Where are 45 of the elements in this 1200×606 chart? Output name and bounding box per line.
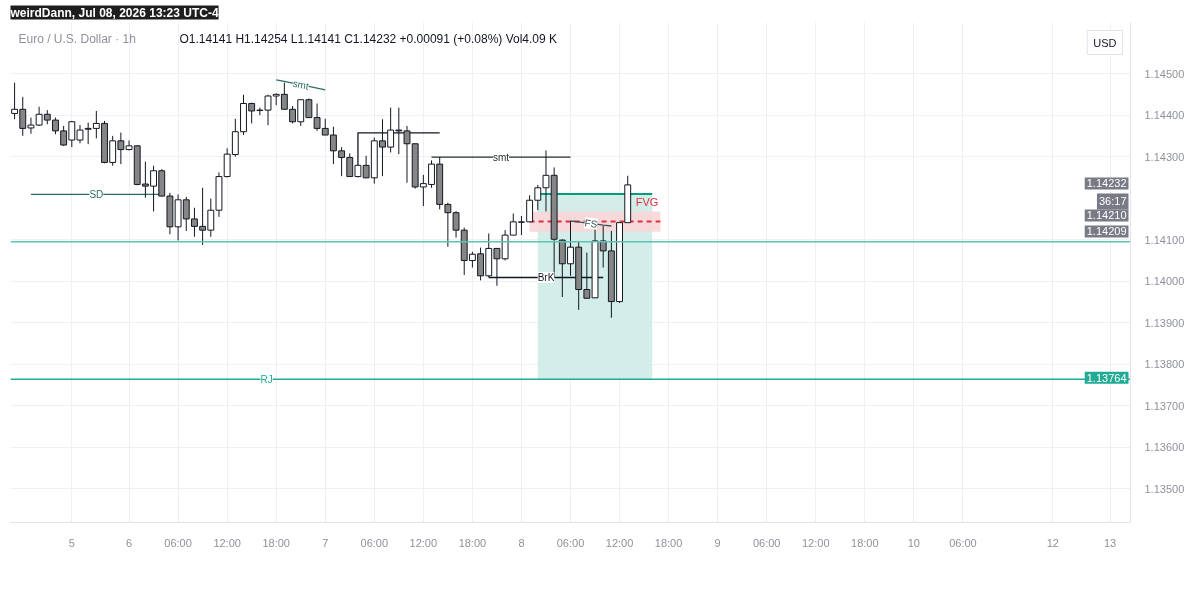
y-tick-label: 1.14500 [1144,67,1185,80]
x-tick-label: 12:00 [409,536,438,549]
x-tick-label: 12:00 [605,536,634,549]
x-tick-label: 12 [1046,536,1059,549]
text: weirdDann, Jul 08, 2026 13:23 UTC-4 [9,5,219,20]
x-tick-label: 18:00 [458,536,487,549]
ref-line-label: RJ [260,373,273,385]
x-tick-label: 8 [518,536,525,549]
series-label: FVG [635,196,659,209]
x-tick-label: 10 [907,536,920,549]
x-tick-label: 6 [125,536,133,549]
text: O1.14141 H1.14254 L1.14141 C1.14232 +0.00091 (+0.08%) Vol4.09 K [179,31,558,46]
y-tick-label: 1.14300 [1144,150,1185,163]
y-tick-label: 1.14400 [1144,109,1185,122]
text: Euro / U.S. Dollar · 1h [18,31,136,46]
x-tick-label: 06:00 [360,536,389,549]
y-tick-label: 1.13500 [1144,482,1185,495]
y-axis-title: USD [1093,36,1117,49]
series-label: FS [583,217,599,230]
x-tick-label: 7 [322,536,329,549]
x-tick-label: 5 [68,536,75,549]
x-tick-label: 18:00 [851,536,879,549]
x-tick-label: 18:00 [654,536,683,549]
x-tick-label: 18:00 [262,536,290,549]
x-tick-label: 06:00 [949,536,977,549]
y-tick-label: 1.13800 [1144,358,1185,371]
annotation: 1.14209 [1086,225,1127,238]
x-tick-label: 9 [714,536,721,549]
series-label: smt [291,77,310,92]
x-tick-label: 06:00 [164,536,192,549]
annotation: 1.14232 [1086,177,1127,190]
x-tick-label: 12:00 [213,536,241,549]
x-tick-label: 06:00 [556,536,585,549]
x-tick-label: 12:00 [801,536,830,549]
y-tick-label: 1.13900 [1144,316,1185,329]
y-tick-label: 1.14100 [1144,233,1185,246]
annotation: 36:17 [1098,195,1127,208]
y-tick-label: 1.13700 [1144,399,1185,412]
y-tick-label: 1.14000 [1144,275,1185,288]
x-tick-label: 06:00 [752,536,781,549]
annotation: 1.14210 [1086,209,1127,222]
series-label: SD [89,188,104,200]
annotation: 1.13764 [1086,371,1127,384]
x-tick-label: 13 [1103,536,1117,549]
y-tick-label: 1.13600 [1144,441,1185,454]
